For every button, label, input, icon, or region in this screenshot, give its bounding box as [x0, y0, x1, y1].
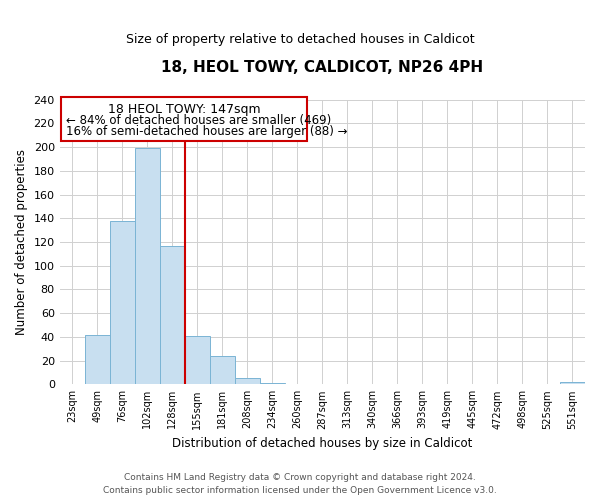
Title: 18, HEOL TOWY, CALDICOT, NP26 4PH: 18, HEOL TOWY, CALDICOT, NP26 4PH	[161, 60, 484, 75]
FancyBboxPatch shape	[61, 98, 307, 142]
Bar	[110, 220, 135, 384]
Text: Size of property relative to detached houses in Caldicot: Size of property relative to detached ho…	[125, 32, 475, 46]
Bar	[560, 382, 585, 384]
Text: Contains HM Land Registry data © Crown copyright and database right 2024.
Contai: Contains HM Land Registry data © Crown c…	[103, 473, 497, 495]
Bar	[210, 356, 235, 384]
Text: 16% of semi-detached houses are larger (88) →: 16% of semi-detached houses are larger (…	[66, 124, 347, 138]
Bar	[260, 383, 285, 384]
Y-axis label: Number of detached properties: Number of detached properties	[15, 149, 28, 335]
Text: ← 84% of detached houses are smaller (469): ← 84% of detached houses are smaller (46…	[66, 114, 331, 127]
Bar	[235, 378, 260, 384]
X-axis label: Distribution of detached houses by size in Caldicot: Distribution of detached houses by size …	[172, 437, 473, 450]
Bar	[135, 148, 160, 384]
Bar	[85, 334, 110, 384]
Bar	[160, 246, 185, 384]
Text: 18 HEOL TOWY: 147sqm: 18 HEOL TOWY: 147sqm	[108, 104, 260, 117]
Bar	[185, 336, 210, 384]
